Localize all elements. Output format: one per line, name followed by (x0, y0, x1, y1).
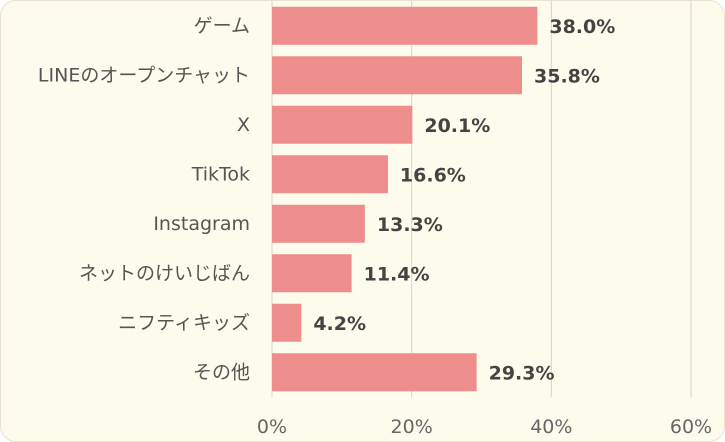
category-label-4: Instagram (153, 213, 250, 235)
x-axis-tick-labels: 0% 20% 40% 60% (257, 416, 712, 438)
bar-4 (272, 204, 365, 243)
category-label-2: X (237, 114, 250, 136)
category-label-0: ゲーム (194, 15, 250, 37)
bar-5 (272, 254, 352, 293)
value-label-3: 16.6% (400, 164, 466, 186)
category-label-5: ネットのけいじばん (79, 262, 250, 284)
x-tick-label-40: 40% (530, 416, 572, 438)
value-label-6: 4.2% (313, 313, 366, 335)
bar-1 (272, 56, 523, 95)
bar-2 (272, 105, 413, 144)
bar-7 (272, 353, 477, 392)
category-label-7: その他 (193, 361, 250, 383)
category-label-6: ニフティキッズ (118, 312, 250, 334)
value-label-1: 35.8% (534, 65, 600, 87)
x-tick-label-60: 60% (670, 416, 712, 438)
value-label-2: 20.1% (424, 115, 490, 137)
x-tick-label-0: 0% (257, 416, 287, 438)
value-labels: 38.0% 35.8% 20.1% 16.6% 13.3% 11.4% 4.2% 29.3% (313, 16, 615, 385)
category-label-3: TikTok (191, 163, 250, 185)
x-tick-label-20: 20% (391, 416, 433, 438)
bar-layer (272, 6, 538, 392)
bar-0 (272, 6, 538, 45)
bar-6 (272, 303, 302, 342)
value-label-5: 11.4% (364, 263, 430, 285)
value-label-0: 38.0% (549, 16, 615, 38)
value-label-4: 13.3% (377, 214, 443, 236)
category-labels: ゲーム LINEのオープンチャット X TikTok Instagram ネットのけいじば… (38, 15, 250, 384)
bar-3 (272, 155, 388, 194)
category-label-1: LINEのオープンチャット (38, 64, 250, 86)
value-label-7: 29.3% (489, 362, 555, 384)
